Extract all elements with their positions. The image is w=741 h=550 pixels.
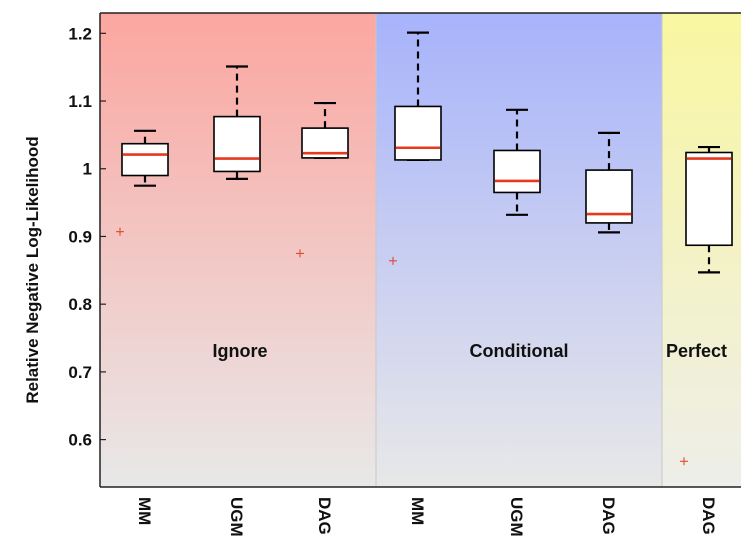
box-dag-6 xyxy=(585,131,633,234)
outlier-marker xyxy=(680,457,688,466)
y-axis-title: Relative Negative Log-Likelihood xyxy=(23,136,42,403)
iqr-box xyxy=(493,149,541,194)
box-ugm-5 xyxy=(493,108,541,216)
box-dag-7 xyxy=(680,145,733,466)
outlier-marker xyxy=(389,256,397,265)
iqr-box xyxy=(685,151,733,247)
y-tick-label: 0.8 xyxy=(68,295,92,314)
x-category-label: UGM xyxy=(227,497,246,537)
group-label-conditional: Conditional xyxy=(470,341,569,361)
x-category-label: MM xyxy=(135,497,154,525)
x-category-label: MM xyxy=(408,497,427,525)
y-tick-label: 0.7 xyxy=(68,363,92,382)
group-label-perfect: Perfect xyxy=(666,341,727,361)
outlier-marker xyxy=(296,249,304,258)
x-category-label: DAG xyxy=(599,497,618,535)
x-category-label: DAG xyxy=(315,497,334,535)
x-category-label: UGM xyxy=(507,497,526,537)
x-category-label: DAG xyxy=(699,497,718,535)
y-tick-label: 0.6 xyxy=(68,431,92,450)
group-panel-perfect xyxy=(662,13,741,487)
iqr-box xyxy=(394,105,442,161)
group-panel-ignore xyxy=(100,13,376,487)
y-tick-label: 1.1 xyxy=(68,92,92,111)
box-dag-3 xyxy=(296,101,349,258)
group-panel-conditional xyxy=(376,13,662,487)
box-mm-1 xyxy=(116,129,169,236)
y-tick-label: 0.9 xyxy=(68,227,92,246)
outlier-marker xyxy=(116,227,124,236)
iqr-box xyxy=(213,115,261,173)
iqr-box xyxy=(121,142,169,177)
group-label-ignore: Ignore xyxy=(212,341,267,361)
y-tick-label: 1 xyxy=(83,160,92,179)
y-tick-label: 1.2 xyxy=(68,24,92,43)
box-ugm-2 xyxy=(213,65,261,180)
box-mm-4 xyxy=(389,31,442,265)
